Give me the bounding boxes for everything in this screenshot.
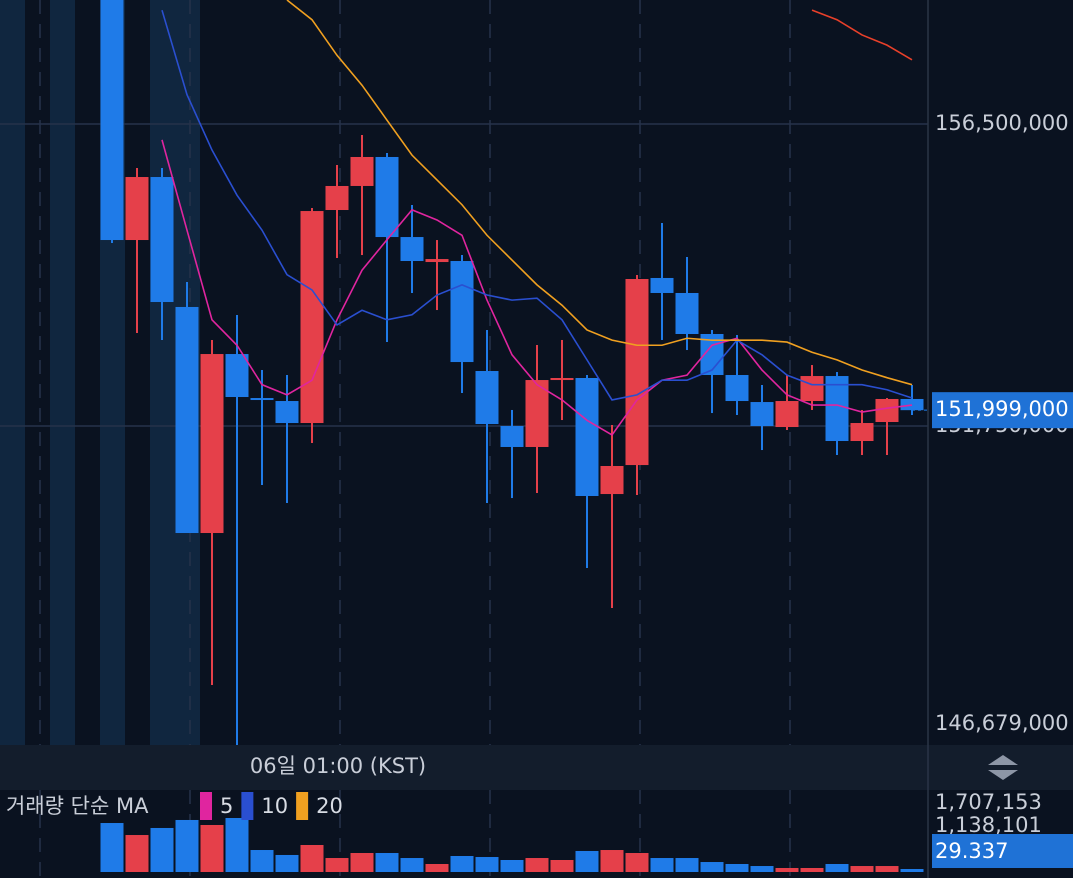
last-price-box <box>932 392 1073 429</box>
volume-bar <box>125 835 149 872</box>
volume-bar <box>100 823 124 872</box>
candle-body <box>350 156 374 186</box>
candle-body <box>125 177 149 241</box>
session-band <box>0 0 25 745</box>
volume-legend: 거래량 단순 MA 5 10 20 <box>6 792 343 820</box>
candle-body <box>875 398 899 422</box>
volume-tick-label: 1,138,101 <box>935 813 1042 837</box>
candle-body <box>775 401 799 428</box>
candle-body <box>150 177 174 303</box>
volume-bar <box>450 855 474 872</box>
volume-bar <box>300 845 324 872</box>
volume-bar <box>375 853 399 872</box>
volume-bar <box>700 862 724 872</box>
candle-body <box>475 371 499 425</box>
volume-bar <box>625 853 649 872</box>
volume-bar <box>500 859 524 872</box>
volume-bar <box>275 854 299 872</box>
y-tick-label: 156,500,000 <box>935 111 1069 135</box>
axis-labels: 156,500,000151,750,000146,679,000151,999… <box>932 111 1073 868</box>
volume-bar <box>425 863 449 872</box>
volume-bar <box>475 857 499 872</box>
candle-body <box>550 377 574 381</box>
volume-bar <box>250 850 274 872</box>
volume-bar <box>550 859 574 872</box>
volume-bar <box>900 869 924 872</box>
time-axis-band <box>0 745 1073 790</box>
volume-bar <box>325 858 349 872</box>
candle-body <box>175 306 199 534</box>
volume-bar <box>650 858 674 872</box>
time-axis-label: 06일 01:00 (KST) <box>250 754 426 778</box>
volume-bar <box>825 863 849 872</box>
volume-last-label: 29.337 <box>935 839 1008 863</box>
candle-body <box>400 237 424 262</box>
volume-bar <box>850 866 874 872</box>
candle-body <box>650 277 674 293</box>
legend-label: 20 <box>316 794 343 818</box>
candle-body <box>850 423 874 442</box>
candle-body <box>900 398 924 411</box>
candle-body <box>800 376 824 402</box>
candle-body <box>225 354 249 398</box>
volume-bar <box>675 858 699 872</box>
candle-body <box>500 426 524 447</box>
last-price-label: 151,999,000 <box>935 397 1069 421</box>
candle-body <box>625 279 649 466</box>
session-band <box>50 0 75 745</box>
legend-label: 10 <box>261 794 288 818</box>
candle-body <box>825 376 849 442</box>
candle-body <box>425 259 449 263</box>
volume-tick-label: 1,707,153 <box>935 790 1042 814</box>
moving-average-line <box>286 0 913 386</box>
candle-body <box>600 465 624 495</box>
candle-body <box>300 211 324 424</box>
volume-bar <box>775 867 799 872</box>
volume-bar <box>875 866 899 872</box>
candle-body <box>275 401 299 424</box>
volume-bar <box>225 818 249 872</box>
moving-average-line <box>161 139 913 436</box>
candle-body <box>675 292 699 335</box>
candle-body <box>725 375 749 402</box>
scale-toggle[interactable] <box>988 755 1018 780</box>
price-pane <box>0 0 928 745</box>
legend-swatch <box>200 792 212 820</box>
volume-title: 거래량 단순 MA <box>6 794 149 818</box>
volume-bar <box>750 866 774 872</box>
moving-average-line <box>161 9 913 401</box>
candle-body <box>200 354 224 534</box>
arrow-down[interactable] <box>988 770 1018 780</box>
candle-body <box>250 398 274 401</box>
volume-bar <box>600 850 624 872</box>
candle-body <box>525 380 549 447</box>
volume-last-box <box>932 834 1073 868</box>
candle-body <box>100 0 124 241</box>
legend-swatch <box>241 792 254 820</box>
volume-bar <box>575 850 599 872</box>
volume-bar <box>350 853 374 872</box>
volume-bar <box>150 827 174 872</box>
volume-bar <box>725 863 749 872</box>
candle-body <box>750 402 774 427</box>
volume-bar <box>200 824 224 872</box>
candle-body <box>375 156 399 238</box>
volume-bar <box>175 819 199 872</box>
candle-body <box>575 377 599 497</box>
volume-bar <box>800 867 824 872</box>
volume-bar <box>525 858 549 872</box>
volume-bar <box>400 858 424 872</box>
legend-label: 5 <box>220 794 233 818</box>
candle-body <box>325 185 349 211</box>
moving-average-line <box>811 9 913 61</box>
volume-pane <box>100 818 924 872</box>
legend-swatch <box>296 792 309 820</box>
y-tick-label: 146,679,000 <box>935 711 1069 735</box>
arrow-up[interactable] <box>988 755 1018 765</box>
candle-body <box>450 261 474 363</box>
